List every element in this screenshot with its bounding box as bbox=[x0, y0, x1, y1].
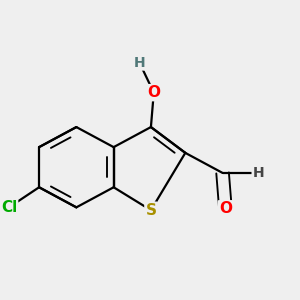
Text: O: O bbox=[147, 85, 160, 100]
Text: H: H bbox=[253, 166, 264, 180]
Text: O: O bbox=[219, 201, 232, 216]
Text: S: S bbox=[146, 203, 156, 218]
Text: Cl: Cl bbox=[1, 200, 17, 215]
Text: H: H bbox=[134, 56, 145, 70]
